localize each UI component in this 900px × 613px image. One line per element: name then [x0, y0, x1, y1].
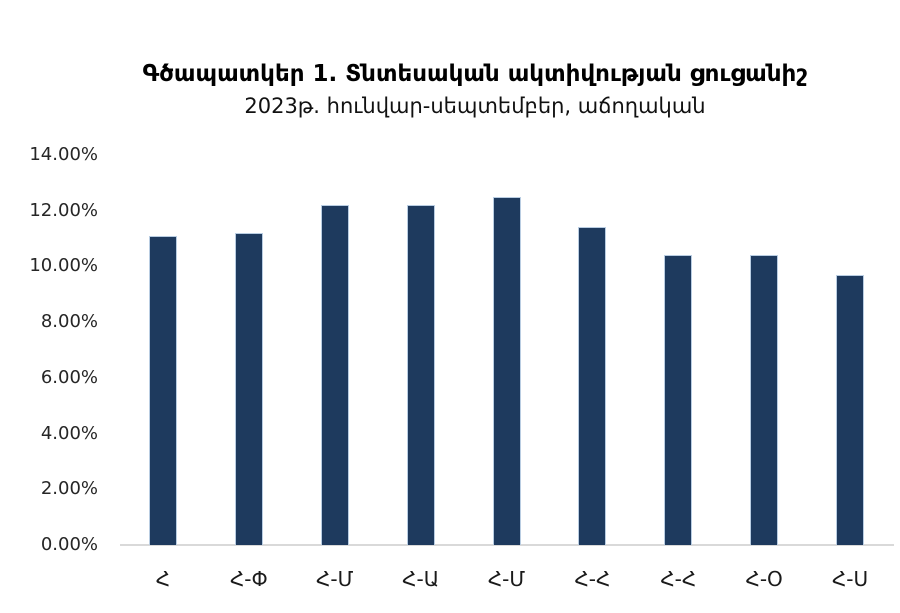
- x-category-label: Հ-Մ: [316, 567, 354, 591]
- x-category-label: Հ-Ս: [831, 567, 869, 591]
- bar: [406, 205, 435, 545]
- x-category-label: Հ-Հ: [574, 567, 611, 591]
- x-category-label: Հ-Հ: [660, 567, 697, 591]
- x-category-label: Հ-Ա: [402, 567, 440, 591]
- x-category-label: Հ-Փ: [229, 567, 268, 591]
- y-tick-label: 8.00%: [40, 311, 98, 333]
- bar: [664, 255, 693, 545]
- y-tick-label: 4.00%: [40, 422, 98, 444]
- bar: [836, 274, 865, 545]
- x-category-label: Հ-Մ: [487, 567, 526, 591]
- y-tick-label: 12.00%: [29, 199, 98, 221]
- bar: [320, 205, 349, 545]
- bar: [578, 227, 607, 545]
- bar: [492, 196, 521, 545]
- x-category-label: Հ-Օ: [745, 567, 783, 591]
- y-tick-label: 6.00%: [40, 366, 98, 388]
- chart-subtitle: 2023թ. հունվար-սեպտեմբեր, աճողական: [244, 93, 706, 118]
- y-tick-label: 0.00%: [40, 534, 98, 555]
- bar: [750, 255, 779, 545]
- chart-title: Գծապատկեր 1. Տնտեսական ակտիվության ցուցա…: [142, 61, 808, 87]
- x-axis-line: [120, 544, 894, 546]
- y-tick-label: 10.00%: [29, 255, 98, 277]
- bar: [148, 235, 177, 545]
- y-tick-label: 14.00%: [29, 144, 98, 165]
- bar: [234, 233, 263, 545]
- x-category-label: Հ: [155, 567, 171, 591]
- y-tick-label: 2.00%: [40, 478, 98, 500]
- chart-header: Գծապատկեր 1. Տնտեսական ակտիվության ցուցա…: [70, 60, 880, 118]
